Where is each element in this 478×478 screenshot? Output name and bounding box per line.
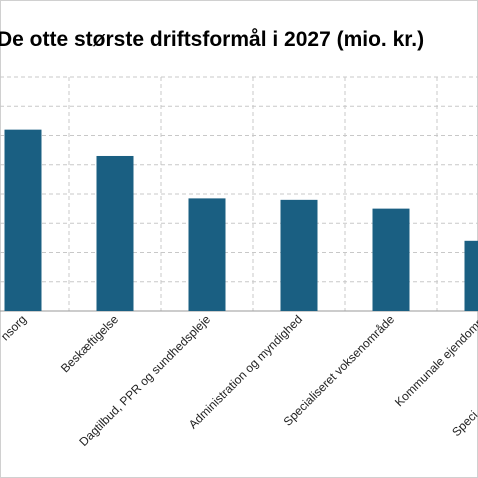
bar bbox=[96, 155, 134, 311]
bar bbox=[4, 129, 42, 311]
bar bbox=[280, 199, 318, 311]
bar bbox=[188, 198, 226, 311]
chart-title: De otte største driftsformål i 2027 (mio… bbox=[0, 28, 424, 51]
bar bbox=[464, 240, 478, 311]
bar bbox=[372, 208, 410, 311]
